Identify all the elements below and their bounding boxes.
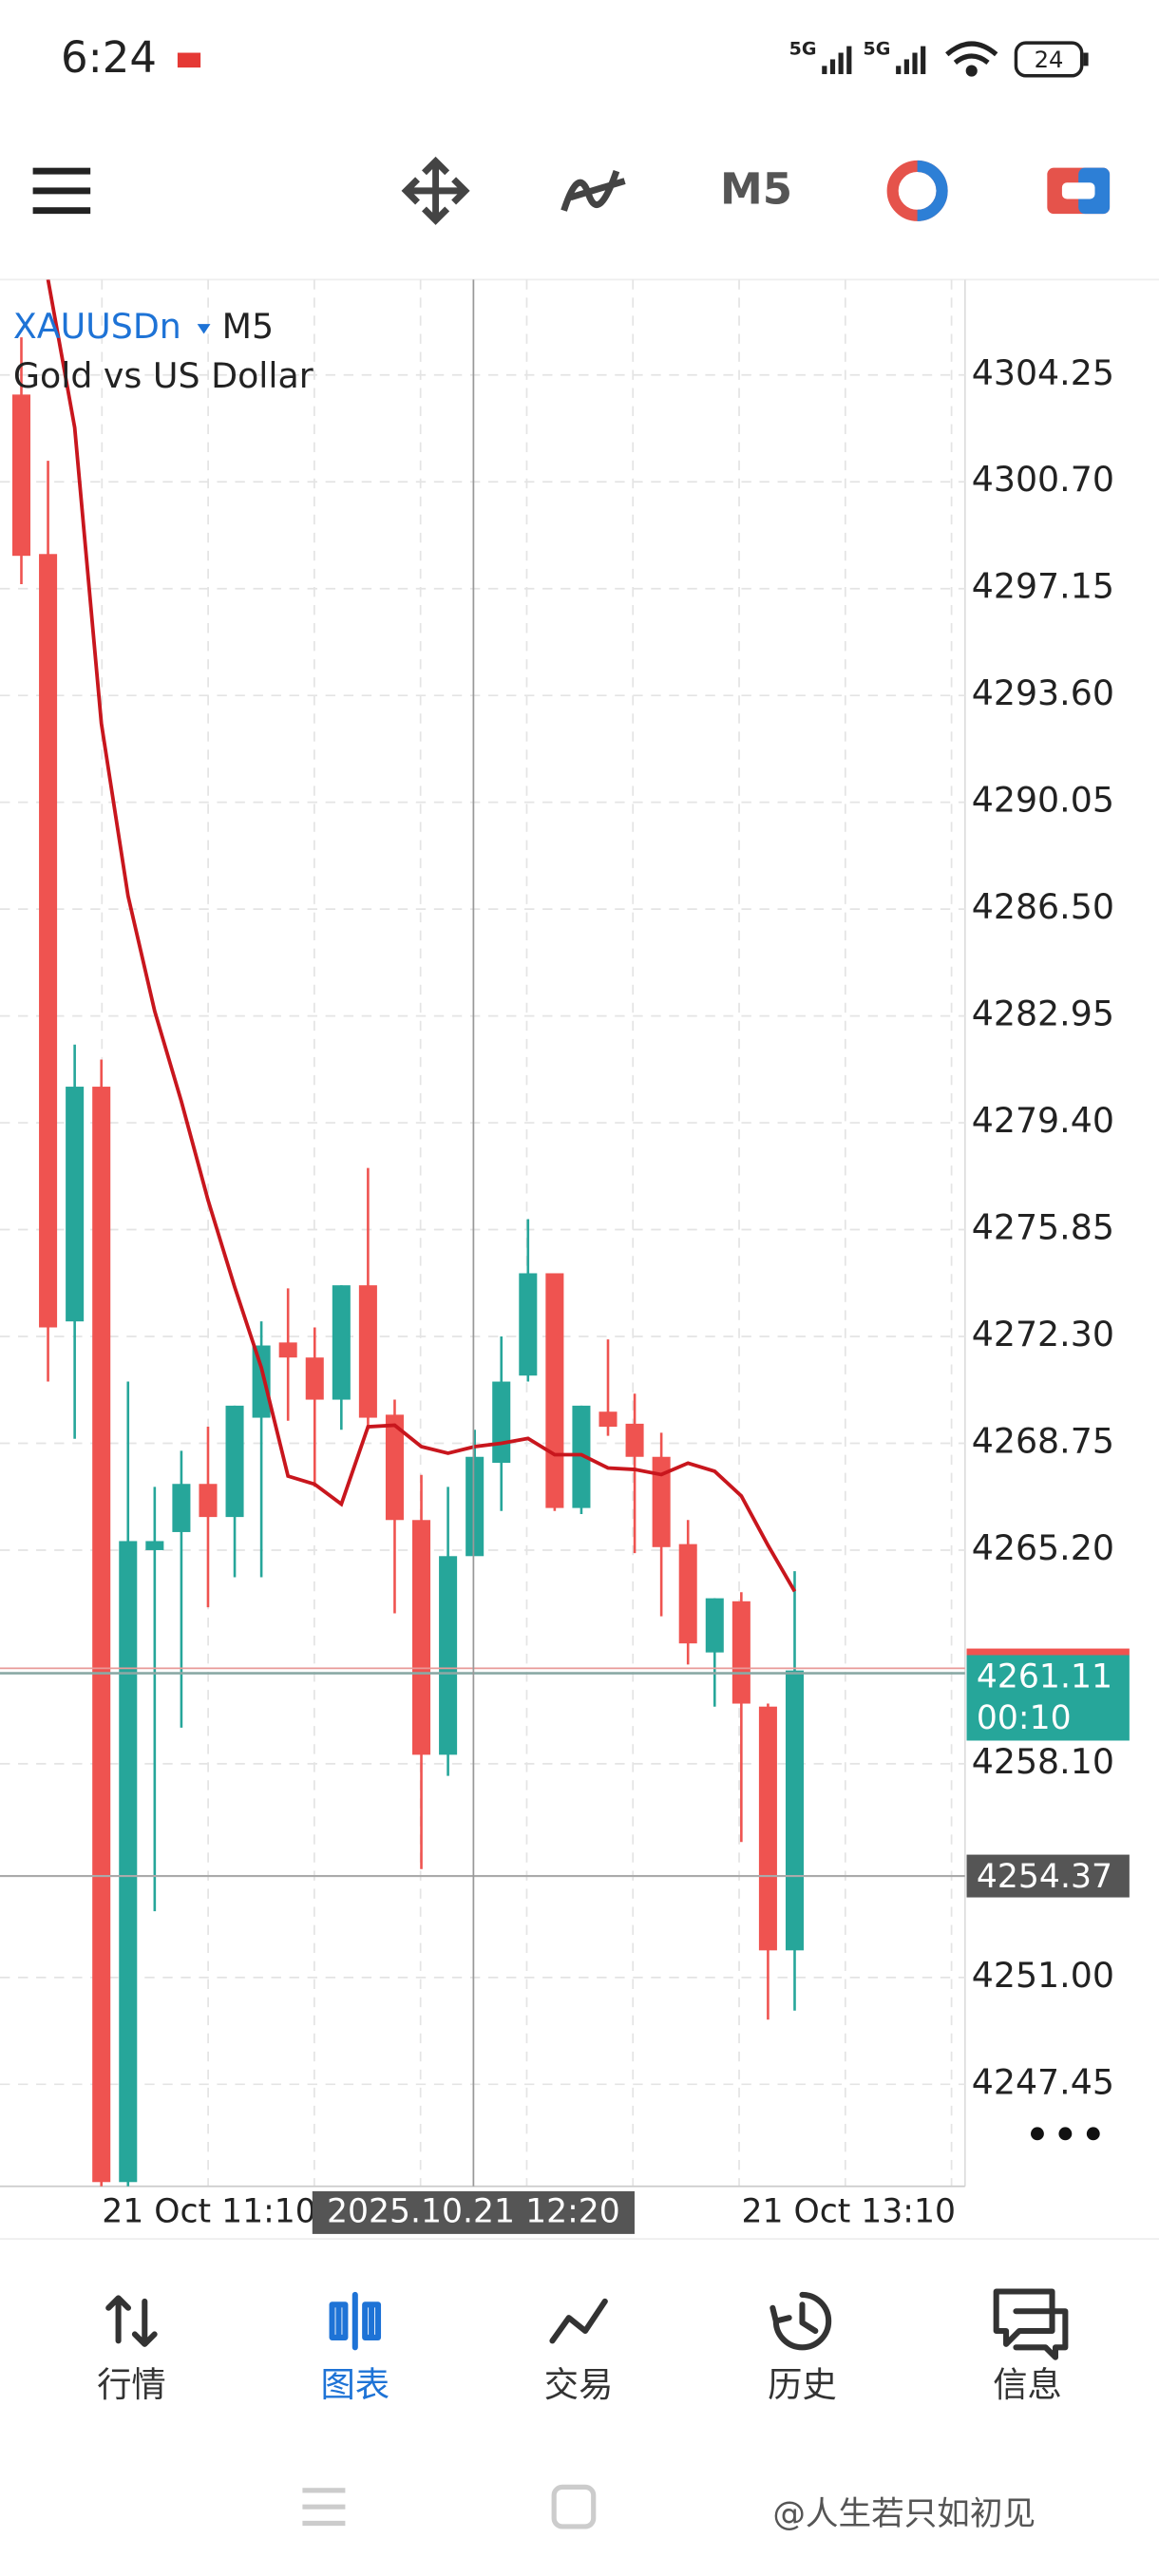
y-tick-label: 4265.20 xyxy=(972,1527,1114,1568)
candle-body xyxy=(305,1357,324,1400)
battery-icon xyxy=(1014,41,1084,78)
symbol[interactable]: XAUUSDn xyxy=(13,306,181,347)
y-tick-label: 4304.25 xyxy=(972,352,1114,393)
nav-item[interactable]: 交易 xyxy=(544,2298,614,2405)
candle-body xyxy=(225,1405,244,1518)
nav-label: 交易 xyxy=(544,2364,614,2405)
candle-body xyxy=(278,1342,297,1358)
candle-body xyxy=(385,1414,404,1521)
candle-body xyxy=(466,1456,484,1557)
nav-label: 行情 xyxy=(97,2364,166,2405)
candle-body xyxy=(66,1087,85,1322)
network-label: 5G xyxy=(864,39,891,60)
candle-body xyxy=(598,1411,618,1428)
candle-body xyxy=(199,1484,218,1518)
candle-body xyxy=(652,1456,671,1547)
timeframe-button[interactable]: M5 xyxy=(720,164,792,215)
nav-icon xyxy=(993,2288,1069,2360)
y-tick-label: 4279.40 xyxy=(972,1100,1114,1141)
symbol-description: Gold vs US Dollar xyxy=(13,355,314,396)
bar-countdown: 00:10 xyxy=(977,1699,1072,1737)
nav-item[interactable]: 信息 xyxy=(993,2288,1069,2405)
signal-icon xyxy=(896,46,926,75)
nav-icon xyxy=(770,2291,832,2351)
candle-body xyxy=(492,1381,511,1464)
indicator-button[interactable] xyxy=(560,170,626,212)
network-label: 5G xyxy=(789,39,817,60)
candle-body xyxy=(572,1405,591,1508)
wifi-icon xyxy=(945,41,998,77)
candle-body xyxy=(412,1520,431,1755)
trade-button[interactable] xyxy=(1047,167,1111,215)
price-box-ask xyxy=(966,1648,1130,1656)
x-tick-label: 21 Oct 11:10 xyxy=(102,2192,316,2230)
nav-item[interactable]: 历史 xyxy=(768,2291,837,2405)
battery-tip xyxy=(1083,52,1089,66)
crosshair-time-box xyxy=(312,2190,635,2234)
crosshair-price-box xyxy=(966,1854,1130,1898)
y-tick-label: 4293.60 xyxy=(972,672,1114,713)
candle-body xyxy=(519,1273,538,1376)
candle-body xyxy=(332,1285,351,1400)
nav-item[interactable]: 行情 xyxy=(97,2295,166,2405)
candle-body xyxy=(145,1541,164,1550)
y-tick-label: 4300.70 xyxy=(972,459,1114,500)
y-tick-label: 4297.15 xyxy=(972,566,1114,607)
y-tick-label: 4290.05 xyxy=(972,780,1114,821)
notification-icon xyxy=(177,52,201,68)
nav-icon xyxy=(549,2298,608,2344)
signal-icon xyxy=(822,46,852,75)
candle-body xyxy=(39,554,58,1328)
y-tick-label: 4258.10 xyxy=(972,1741,1114,1782)
candle-body xyxy=(119,1541,138,2183)
y-tick-label: 4251.00 xyxy=(972,1955,1114,1996)
more-button[interactable] xyxy=(1031,2127,1100,2141)
y-tick-label: 4268.75 xyxy=(972,1420,1114,1461)
gesture-bar xyxy=(302,2484,597,2529)
vertical-grid xyxy=(101,279,953,2187)
candle-body xyxy=(358,1285,377,1418)
moving-average xyxy=(46,279,797,1593)
candle-body xyxy=(252,1345,271,1418)
objects-button[interactable] xyxy=(886,160,948,221)
candle-body xyxy=(625,1423,644,1457)
nav-label: 历史 xyxy=(768,2364,837,2405)
watermark: @人生若只如初见 xyxy=(772,2495,1036,2533)
nav-icon xyxy=(329,2291,382,2351)
y-tick-label: 4247.45 xyxy=(972,2061,1114,2102)
candle-body xyxy=(172,1484,191,1532)
x-tick-label: 21 Oct 13:10 xyxy=(741,2192,956,2230)
y-tick-label: 4286.50 xyxy=(972,886,1114,927)
symbol-dropdown[interactable] xyxy=(197,324,211,334)
bid-price-label: 4261.11 xyxy=(977,1658,1112,1696)
candle-body xyxy=(439,1556,458,1755)
chart-timeframe: M5 xyxy=(222,306,274,347)
candle-body xyxy=(678,1544,697,1644)
crosshair-price-label: 4254.37 xyxy=(977,1858,1112,1896)
y-tick-label: 4275.85 xyxy=(972,1207,1114,1248)
candle-body xyxy=(545,1273,564,1508)
y-tick-label: 4282.95 xyxy=(972,994,1114,1034)
nav-item[interactable]: 图表 xyxy=(320,2291,390,2405)
candle-body xyxy=(758,1706,777,1951)
battery-level: 24 xyxy=(1035,47,1064,73)
candle-body xyxy=(785,1670,805,1951)
price-box-bid xyxy=(966,1655,1130,1741)
candle-body xyxy=(92,1087,111,2183)
move-button[interactable] xyxy=(401,156,470,225)
candle-body xyxy=(11,394,31,557)
candle-body xyxy=(732,1601,750,1704)
nav-icon xyxy=(105,2295,158,2347)
status-time: 6:24 xyxy=(61,32,157,83)
crosshair-time-label: 2025.10.21 12:20 xyxy=(327,2192,620,2230)
nav-label: 信息 xyxy=(993,2364,1062,2405)
nav-label: 图表 xyxy=(320,2364,390,2405)
y-tick-label: 4272.30 xyxy=(972,1314,1114,1354)
menu-button[interactable] xyxy=(32,167,91,215)
candle-body xyxy=(705,1598,724,1653)
